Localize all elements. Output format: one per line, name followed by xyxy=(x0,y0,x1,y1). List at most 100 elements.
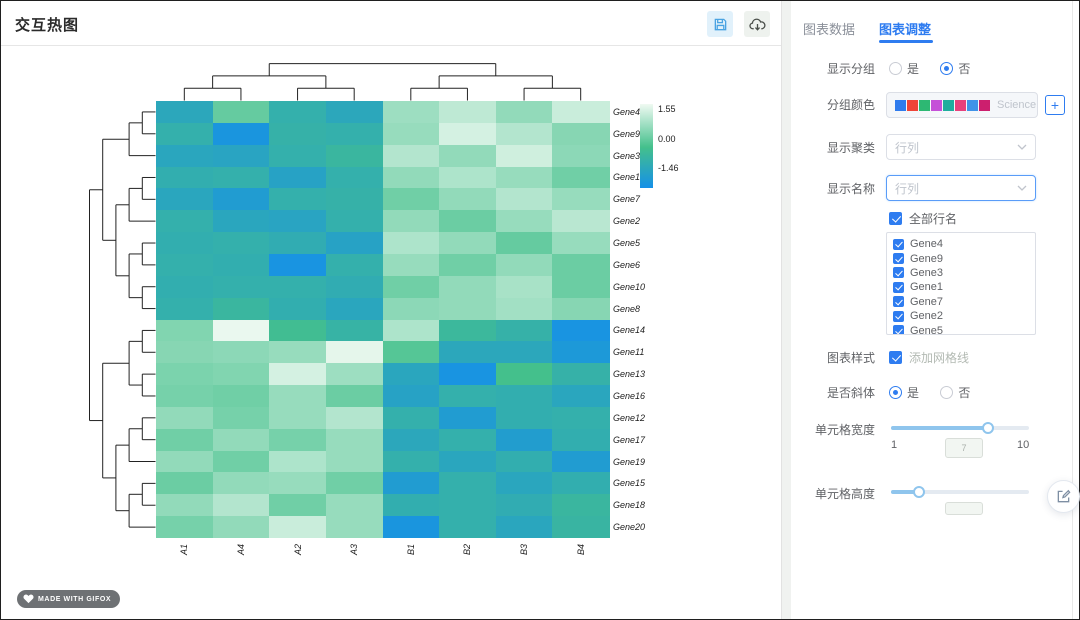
heatmap-cell[interactable] xyxy=(439,472,497,495)
italic-radio-yes[interactable]: 是 xyxy=(889,384,919,401)
heatmap-cell[interactable] xyxy=(495,385,553,408)
heatmap-cell[interactable] xyxy=(325,319,383,342)
heatmap-cell[interactable] xyxy=(156,253,214,277)
heatmap-cell[interactable] xyxy=(325,516,383,539)
heatmap-cell[interactable] xyxy=(495,232,553,255)
heatmap-cell[interactable] xyxy=(325,144,383,168)
heatmap-cell[interactable] xyxy=(439,406,497,430)
heatmap-cell[interactable] xyxy=(552,275,610,299)
heatmap-cell[interactable] xyxy=(552,101,610,124)
tab-chart-data[interactable]: 图表数据 xyxy=(803,22,856,37)
heatmap-cell[interactable] xyxy=(325,101,383,124)
heatmap-cell[interactable] xyxy=(269,101,327,124)
heatmap-cell[interactable] xyxy=(552,494,610,517)
gridline-checkbox[interactable]: 添加网格线 xyxy=(889,349,969,366)
heatmap-cell[interactable] xyxy=(212,144,270,168)
heatmap-cell[interactable] xyxy=(495,319,553,342)
heatmap-cell[interactable] xyxy=(382,494,440,517)
heatmap-cell[interactable] xyxy=(156,275,214,299)
heatmap-cell[interactable] xyxy=(156,341,214,364)
heatmap-cell[interactable] xyxy=(552,297,610,320)
heatmap-cell[interactable] xyxy=(269,144,327,168)
heatmap-cell[interactable] xyxy=(552,122,610,146)
download-chart-button[interactable] xyxy=(744,11,770,37)
heatmap-cell[interactable] xyxy=(552,516,610,539)
show-cluster-select[interactable]: 行列 xyxy=(886,134,1036,160)
save-chart-button[interactable] xyxy=(707,11,733,37)
heatmap-cell[interactable] xyxy=(552,385,610,408)
heatmap-cell[interactable] xyxy=(382,275,440,299)
heatmap-cell[interactable] xyxy=(212,101,270,124)
heatmap-cell[interactable] xyxy=(212,428,270,452)
heatmap-cell[interactable] xyxy=(269,166,327,189)
gene-list-item[interactable]: Gene4 xyxy=(893,237,1035,251)
cell-height-slider[interactable] xyxy=(891,486,1029,498)
heatmap-cell[interactable] xyxy=(552,210,610,233)
heatmap-cell[interactable] xyxy=(382,428,440,452)
heatmap-cell[interactable] xyxy=(325,122,383,146)
cell-height-slider-handle[interactable] xyxy=(912,486,925,498)
heatmap-cell[interactable] xyxy=(325,275,383,299)
heatmap-cell[interactable] xyxy=(382,297,440,320)
heatmap-cell[interactable] xyxy=(495,275,553,299)
heatmap-cell[interactable] xyxy=(495,472,553,495)
gene-list-item[interactable]: Gene9 xyxy=(893,251,1035,265)
heatmap-cell[interactable] xyxy=(325,253,383,277)
feedback-edit-button[interactable] xyxy=(1047,480,1080,513)
heatmap-cell[interactable] xyxy=(156,188,214,211)
heatmap-cell[interactable] xyxy=(156,210,214,233)
heatmap-cell[interactable] xyxy=(212,319,270,342)
heatmap-cell[interactable] xyxy=(156,166,214,189)
heatmap-cell[interactable] xyxy=(552,428,610,452)
cell-width-input[interactable]: 7 xyxy=(945,438,983,458)
heatmap-cell[interactable] xyxy=(325,385,383,408)
heatmap-cell[interactable] xyxy=(495,494,553,517)
heatmap-cell[interactable] xyxy=(325,450,383,473)
gene-list-item[interactable]: Gene1 xyxy=(893,280,1035,294)
heatmap-cell[interactable] xyxy=(212,297,270,320)
heatmap-cell[interactable] xyxy=(156,385,214,408)
heatmap-cell[interactable] xyxy=(156,232,214,255)
heatmap-cell[interactable] xyxy=(269,385,327,408)
heatmap-cell[interactable] xyxy=(325,188,383,211)
heatmap-cell[interactable] xyxy=(552,253,610,277)
heatmap-cell[interactable] xyxy=(382,210,440,233)
heatmap-cell[interactable] xyxy=(156,122,214,146)
heatmap-cell[interactable] xyxy=(325,428,383,452)
heatmap-cell[interactable] xyxy=(495,363,553,386)
heatmap-cell[interactable] xyxy=(325,472,383,495)
heatmap-cell[interactable] xyxy=(325,210,383,233)
cell-width-slider[interactable] xyxy=(891,422,1029,434)
gene-list-item[interactable]: Gene3 xyxy=(893,266,1035,280)
add-palette-button[interactable]: + xyxy=(1045,95,1065,115)
heatmap-cell[interactable] xyxy=(269,122,327,146)
heatmap-cell[interactable] xyxy=(212,253,270,277)
heatmap-cell[interactable] xyxy=(325,232,383,255)
heatmap-cell[interactable] xyxy=(439,275,497,299)
heatmap-cell[interactable] xyxy=(552,363,610,386)
heatmap-cell[interactable] xyxy=(156,363,214,386)
heatmap-cell[interactable] xyxy=(212,516,270,539)
heatmap-cell[interactable] xyxy=(156,450,214,473)
heatmap-cell[interactable] xyxy=(439,210,497,233)
tab-chart-adjust[interactable]: 图表调整 xyxy=(879,22,932,37)
heatmap-cell[interactable] xyxy=(495,297,553,320)
heatmap-cell[interactable] xyxy=(552,188,610,211)
heatmap-cell[interactable] xyxy=(495,166,553,189)
row-name-list[interactable]: Gene4 Gene9 Gene3 Gene1 Gene7 Gene2 Gene5 xyxy=(886,232,1036,335)
heatmap-cell[interactable] xyxy=(156,494,214,517)
heatmap-cell[interactable] xyxy=(156,516,214,539)
italic-radio-no[interactable]: 否 xyxy=(940,384,970,401)
heatmap-cell[interactable] xyxy=(156,297,214,320)
heatmap-cell[interactable] xyxy=(269,472,327,495)
heatmap-cell[interactable] xyxy=(439,188,497,211)
heatmap-cell[interactable] xyxy=(552,341,610,364)
heatmap-cell[interactable] xyxy=(325,494,383,517)
heatmap-cell[interactable] xyxy=(269,494,327,517)
heatmap-cell[interactable] xyxy=(269,363,327,386)
heatmap-cell[interactable] xyxy=(212,275,270,299)
heatmap-cell[interactable] xyxy=(495,253,553,277)
heatmap-cell[interactable] xyxy=(439,450,497,473)
gene-list-item[interactable]: Gene5 xyxy=(893,323,1035,334)
heatmap-cell[interactable] xyxy=(212,122,270,146)
